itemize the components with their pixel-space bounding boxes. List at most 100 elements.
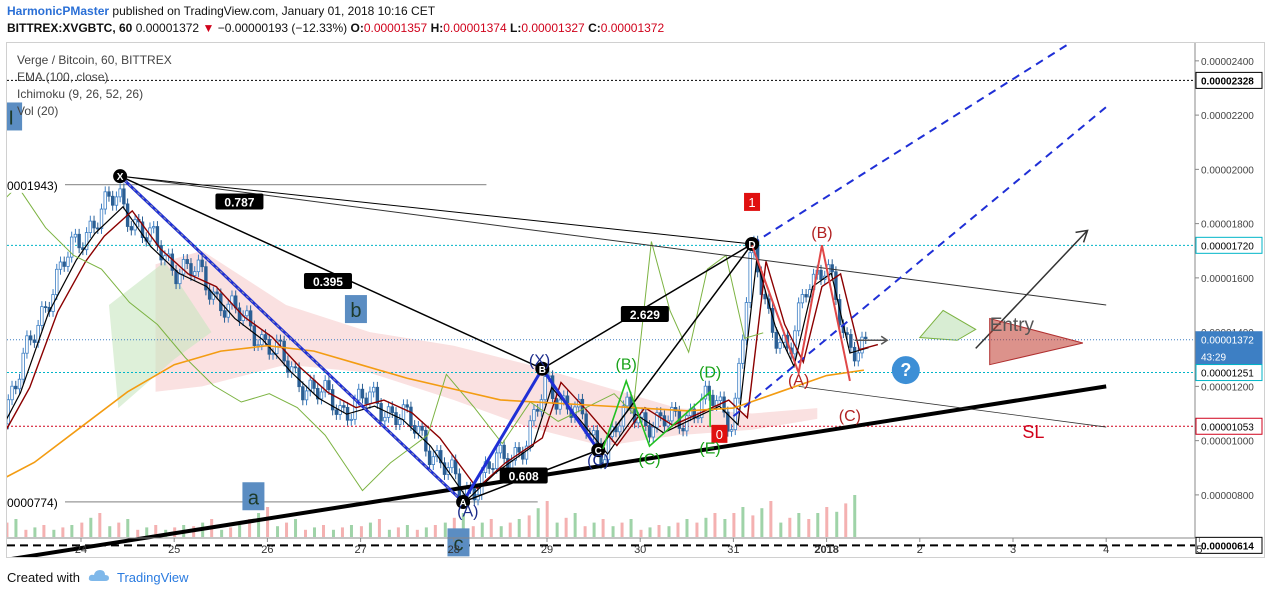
candle-body <box>55 268 59 295</box>
candle-body <box>349 418 353 421</box>
volume-bar <box>377 519 381 537</box>
candle-body <box>129 226 134 231</box>
price-tag-label: 0.00001053 <box>1201 422 1254 433</box>
candle-body <box>43 306 48 309</box>
volume-bar <box>685 519 689 537</box>
volume-bar <box>126 519 130 537</box>
candle-body <box>323 380 327 393</box>
candle-body <box>140 221 145 239</box>
candle-body <box>371 386 376 393</box>
open-value: 0.00001357 <box>363 21 428 35</box>
candle-body <box>293 366 298 369</box>
indicator-ichimoku[interactable]: Ichimoku (9, 26, 52, 26) <box>17 87 144 101</box>
candle-body <box>532 409 536 422</box>
time-tick-label: 26 <box>261 544 273 556</box>
candle-body <box>640 412 644 418</box>
price-chart[interactable]: X A B C D? 0.787 0.395 0.608 2.629 Ia b c (A) (X) (C) (… <box>7 43 1264 557</box>
pattern-point-label: D <box>748 240 755 251</box>
volume-bar <box>266 507 270 537</box>
candle-body <box>409 406 413 426</box>
indicator-title[interactable]: Verge / Bitcoin, 60, BITTREX <box>17 53 172 67</box>
candle-body <box>513 447 518 461</box>
candle-body <box>741 339 745 364</box>
volume-bar <box>536 508 540 537</box>
volume-bar <box>741 507 745 537</box>
volume-bar <box>368 522 372 537</box>
candle-body <box>703 385 708 400</box>
candle-body <box>58 261 63 270</box>
candle-body <box>517 447 521 453</box>
volume-bar <box>611 526 615 537</box>
candle-body <box>800 294 805 304</box>
volume-bar <box>33 527 37 537</box>
price-tick-label: 0.00001800 <box>1201 220 1254 231</box>
ratio-label: 2.629 <box>630 308 660 322</box>
time-tick-label: 3 <box>1010 544 1016 556</box>
high-value: 0.00001374 <box>443 21 507 35</box>
volume-bar <box>555 522 559 537</box>
price-tag-label: 43:29 <box>1201 352 1226 363</box>
candle-body <box>670 407 674 422</box>
price-tick-label: 0.00002400 <box>1201 57 1254 68</box>
low-value: 0.00001327 <box>521 21 585 35</box>
volume-bar <box>229 527 233 537</box>
left-price-label: 0000774) <box>7 496 58 510</box>
pattern-leg <box>541 367 600 451</box>
candle-body <box>379 403 383 422</box>
projected-cloud <box>918 309 977 341</box>
high-label: H: <box>430 21 444 35</box>
volume-bar <box>24 529 28 537</box>
volume-bar <box>340 527 344 537</box>
candle-body <box>450 459 454 469</box>
author-link[interactable]: HarmonicPMaster <box>7 4 110 18</box>
volume-bar <box>629 519 633 537</box>
candle-body <box>256 344 260 347</box>
time-tick-label: 2 <box>917 544 923 556</box>
wave-label: (D) <box>699 364 721 381</box>
volume-bar <box>238 525 242 537</box>
candle-body <box>726 411 730 432</box>
ratio-badge <box>303 272 352 289</box>
tradingview-cloud-icon <box>88 570 109 581</box>
indicator-ema[interactable]: EMA (100, close) <box>17 70 109 84</box>
candle-body <box>849 334 853 348</box>
trendline <box>798 385 1107 428</box>
volume-bar <box>452 517 456 537</box>
candle-body <box>368 391 372 404</box>
candle-body <box>420 426 424 431</box>
wave-box <box>242 482 265 511</box>
price-tick-label: 0.00001000 <box>1201 437 1254 448</box>
volume-bar <box>415 529 419 537</box>
candle-body <box>10 385 14 401</box>
candle-body <box>405 404 409 408</box>
candle-body <box>655 412 659 428</box>
candle-body <box>681 427 685 432</box>
footer: Created with TradingView <box>0 560 1270 595</box>
candle-body <box>796 302 801 332</box>
indicator-volume[interactable]: Vol (20) <box>17 104 59 118</box>
volume-bar <box>676 522 680 537</box>
candle-body <box>364 397 368 404</box>
volume-bar <box>667 526 671 537</box>
price-tag-box <box>1195 71 1263 89</box>
volume-bar <box>835 511 839 537</box>
wave-label: (X) <box>529 352 550 369</box>
candle-body <box>864 336 868 339</box>
volume-bar <box>695 522 699 537</box>
pattern-point <box>113 169 128 184</box>
pattern-point <box>591 443 606 458</box>
time-tick-label: 2018 <box>814 544 838 556</box>
wave-label: (C) <box>638 451 660 468</box>
candle-body <box>178 273 182 285</box>
tradingview-link[interactable]: TradingView <box>117 570 189 585</box>
candle-body <box>118 188 122 198</box>
ratio-badge <box>620 306 669 323</box>
candle-body <box>804 294 808 298</box>
price-tag-box <box>1195 536 1263 554</box>
pattern-ratio-line <box>119 175 543 370</box>
volume-bar <box>769 501 773 537</box>
publish-info: published on TradingView.com, January 01… <box>112 4 436 18</box>
candle-body <box>744 302 749 341</box>
volume-bar <box>396 527 400 537</box>
